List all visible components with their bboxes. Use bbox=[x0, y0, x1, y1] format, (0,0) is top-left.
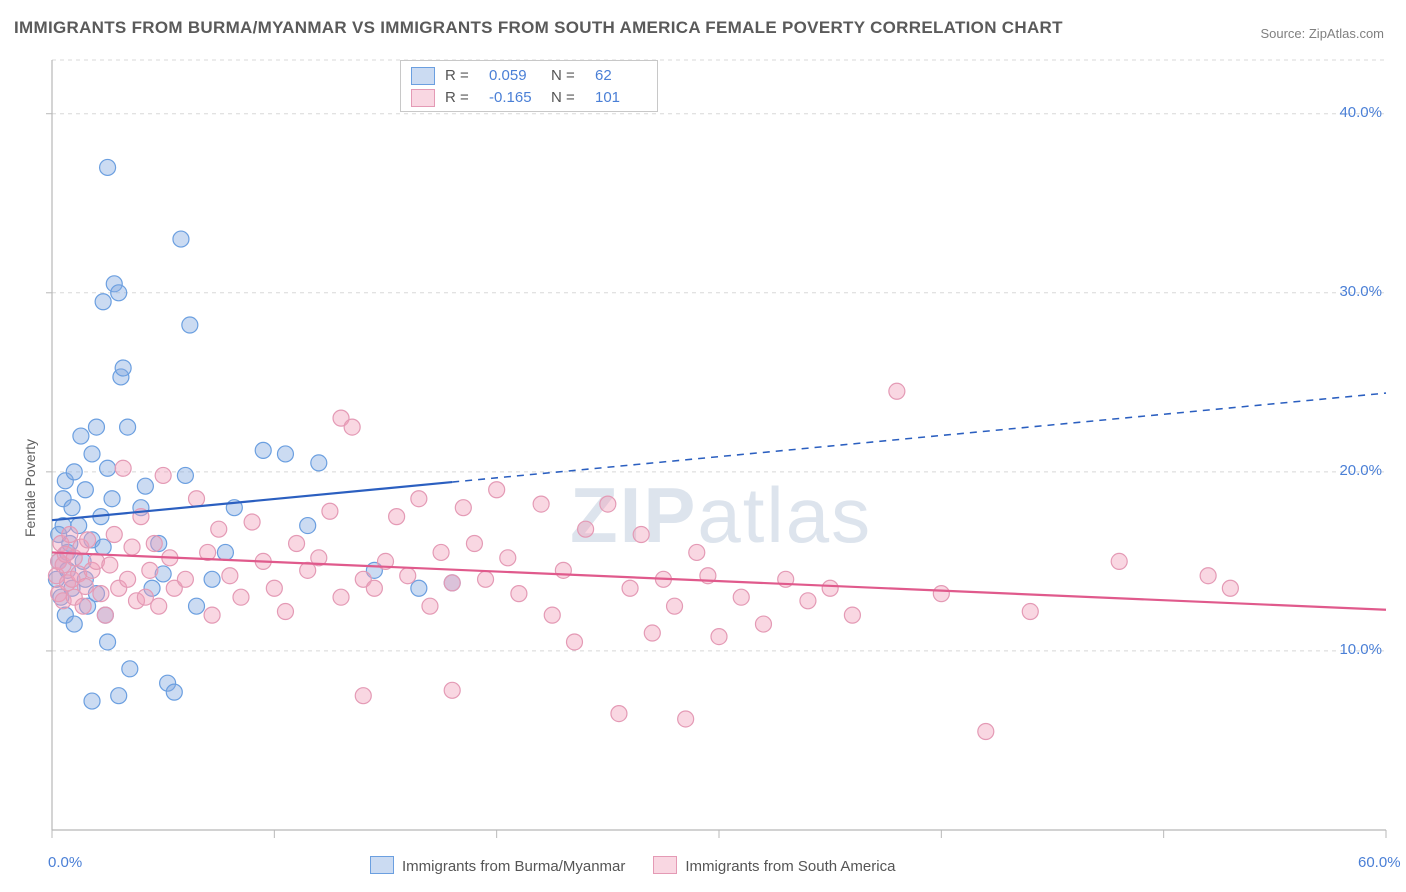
legend-swatch-1 bbox=[411, 89, 435, 107]
legend-series: Immigrants from Burma/Myanmar Immigrants… bbox=[370, 856, 895, 875]
legend-series-label-1: Immigrants from South America bbox=[685, 858, 895, 875]
legend-stats-row-0: R = 0.059 N = 62 bbox=[411, 65, 647, 87]
legend-n-value-1: 101 bbox=[595, 87, 647, 109]
scatter-chart bbox=[0, 0, 1406, 892]
legend-swatch-b0 bbox=[370, 856, 394, 874]
legend-r-label-1: R = bbox=[445, 87, 479, 109]
legend-series-item-1: Immigrants from South America bbox=[653, 856, 895, 875]
legend-r-value-1: -0.165 bbox=[489, 87, 541, 109]
legend-stats-row-1: R = -0.165 N = 101 bbox=[411, 87, 647, 109]
legend-n-label-1: N = bbox=[551, 87, 585, 109]
legend-series-label-0: Immigrants from Burma/Myanmar bbox=[402, 858, 625, 875]
legend-n-label-0: N = bbox=[551, 65, 585, 87]
legend-r-label-0: R = bbox=[445, 65, 479, 87]
legend-swatch-b1 bbox=[653, 856, 677, 874]
legend-r-value-0: 0.059 bbox=[489, 65, 541, 87]
legend-series-item-0: Immigrants from Burma/Myanmar bbox=[370, 856, 625, 875]
legend-stats: R = 0.059 N = 62 R = -0.165 N = 101 bbox=[400, 60, 658, 112]
legend-n-value-0: 62 bbox=[595, 65, 647, 87]
legend-swatch-0 bbox=[411, 67, 435, 85]
